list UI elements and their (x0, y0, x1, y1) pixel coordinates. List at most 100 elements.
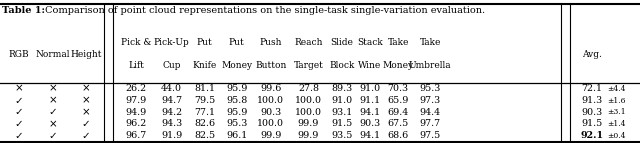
Text: 97.3: 97.3 (419, 96, 441, 105)
Text: 97.5: 97.5 (419, 131, 441, 140)
Text: 100.0: 100.0 (257, 96, 284, 105)
Text: Knife: Knife (193, 61, 217, 70)
Text: 100.0: 100.0 (295, 108, 322, 117)
Text: 91.9: 91.9 (161, 131, 182, 140)
Text: Umbrella: Umbrella (409, 61, 451, 70)
Text: RGB: RGB (9, 50, 29, 59)
Text: 44.0: 44.0 (161, 84, 182, 93)
Text: 70.3: 70.3 (387, 84, 409, 93)
Text: 68.6: 68.6 (387, 131, 409, 140)
Text: Avg.: Avg. (582, 50, 602, 59)
Text: Height: Height (70, 50, 102, 59)
Text: 91.5: 91.5 (581, 120, 603, 128)
Text: 99.6: 99.6 (260, 84, 282, 93)
Text: 79.5: 79.5 (194, 96, 216, 105)
Text: Button: Button (255, 61, 287, 70)
Text: Stack: Stack (357, 38, 383, 47)
Text: ✓: ✓ (15, 96, 24, 106)
Text: 94.1: 94.1 (359, 108, 381, 117)
Text: 89.3: 89.3 (331, 84, 353, 93)
Text: Comparison of point cloud representations on the single-task single-variation ev: Comparison of point cloud representation… (42, 6, 484, 14)
Text: ×: × (81, 107, 90, 117)
Text: Cup: Cup (163, 61, 180, 70)
Text: 82.6: 82.6 (194, 120, 216, 128)
Text: ×: × (81, 96, 90, 106)
Text: Pick &: Pick & (121, 38, 152, 47)
Text: 95.8: 95.8 (226, 96, 248, 105)
Text: ✓: ✓ (15, 131, 24, 141)
Text: 96.1: 96.1 (226, 131, 248, 140)
Text: ✓: ✓ (81, 131, 90, 141)
Text: 100.0: 100.0 (257, 120, 284, 128)
Text: 94.1: 94.1 (359, 131, 381, 140)
Text: 99.9: 99.9 (298, 131, 319, 140)
Text: 91.5: 91.5 (331, 120, 353, 128)
Text: 91.0: 91.0 (331, 96, 353, 105)
Text: Money: Money (221, 61, 252, 70)
Text: 94.4: 94.4 (419, 108, 441, 117)
Text: Take: Take (387, 38, 409, 47)
Text: 96.7: 96.7 (125, 131, 147, 140)
Text: 95.3: 95.3 (226, 120, 248, 128)
Text: ✓: ✓ (48, 131, 57, 141)
Text: 77.1: 77.1 (195, 108, 215, 117)
Text: ±1.4: ±1.4 (607, 120, 625, 128)
Text: 95.9: 95.9 (226, 84, 248, 93)
Text: 94.2: 94.2 (161, 108, 182, 117)
Text: 99.9: 99.9 (298, 120, 319, 128)
Text: 91.3: 91.3 (581, 96, 603, 105)
Text: Lift: Lift (129, 61, 144, 70)
Text: 91.0: 91.0 (359, 84, 381, 93)
Text: 69.4: 69.4 (387, 108, 409, 117)
Text: 96.2: 96.2 (125, 120, 147, 128)
Text: Reach: Reach (294, 38, 323, 47)
Text: 65.9: 65.9 (387, 96, 409, 105)
Text: ±0.4: ±0.4 (607, 132, 625, 140)
Text: ✓: ✓ (15, 107, 24, 117)
Text: ×: × (48, 96, 57, 106)
Text: ✓: ✓ (15, 119, 24, 129)
Text: 94.7: 94.7 (161, 96, 182, 105)
Text: 26.2: 26.2 (125, 84, 147, 93)
Text: Put: Put (229, 38, 244, 47)
Text: ×: × (48, 119, 57, 129)
Text: Slide: Slide (330, 38, 353, 47)
Text: 93.5: 93.5 (331, 131, 353, 140)
Text: Table 1:: Table 1: (2, 6, 45, 14)
Text: 90.3: 90.3 (359, 120, 381, 128)
Text: ×: × (81, 84, 90, 94)
Text: Money: Money (383, 61, 413, 70)
Text: ✓: ✓ (48, 107, 57, 117)
Text: 72.1: 72.1 (582, 84, 602, 93)
Text: 95.3: 95.3 (419, 84, 441, 93)
Text: 97.7: 97.7 (419, 120, 441, 128)
Text: Block: Block (329, 61, 355, 70)
Text: ±3.1: ±3.1 (607, 108, 626, 116)
Text: 97.9: 97.9 (125, 96, 147, 105)
Text: Push: Push (259, 38, 282, 47)
Text: ×: × (15, 84, 24, 94)
Text: 67.5: 67.5 (387, 120, 409, 128)
Text: 94.3: 94.3 (161, 120, 182, 128)
Text: ✓: ✓ (81, 119, 90, 129)
Text: ±4.4: ±4.4 (607, 85, 625, 93)
Text: 100.0: 100.0 (295, 96, 322, 105)
Text: 93.1: 93.1 (331, 108, 353, 117)
Text: 95.9: 95.9 (226, 108, 248, 117)
Text: 94.9: 94.9 (125, 108, 147, 117)
Text: 90.3: 90.3 (260, 108, 282, 117)
Text: ×: × (48, 84, 57, 94)
Text: 82.5: 82.5 (194, 131, 216, 140)
Text: ±1.6: ±1.6 (607, 97, 625, 105)
Text: 90.3: 90.3 (581, 108, 603, 117)
Text: Take: Take (419, 38, 441, 47)
Text: Put: Put (197, 38, 212, 47)
Text: Pick-Up: Pick-Up (154, 38, 189, 47)
Text: 92.1: 92.1 (580, 131, 604, 140)
Text: 99.9: 99.9 (260, 131, 282, 140)
Text: 27.8: 27.8 (298, 84, 319, 93)
Text: Wine: Wine (358, 61, 381, 70)
Text: 91.1: 91.1 (359, 96, 381, 105)
Text: 81.1: 81.1 (195, 84, 215, 93)
Text: Target: Target (294, 61, 323, 70)
